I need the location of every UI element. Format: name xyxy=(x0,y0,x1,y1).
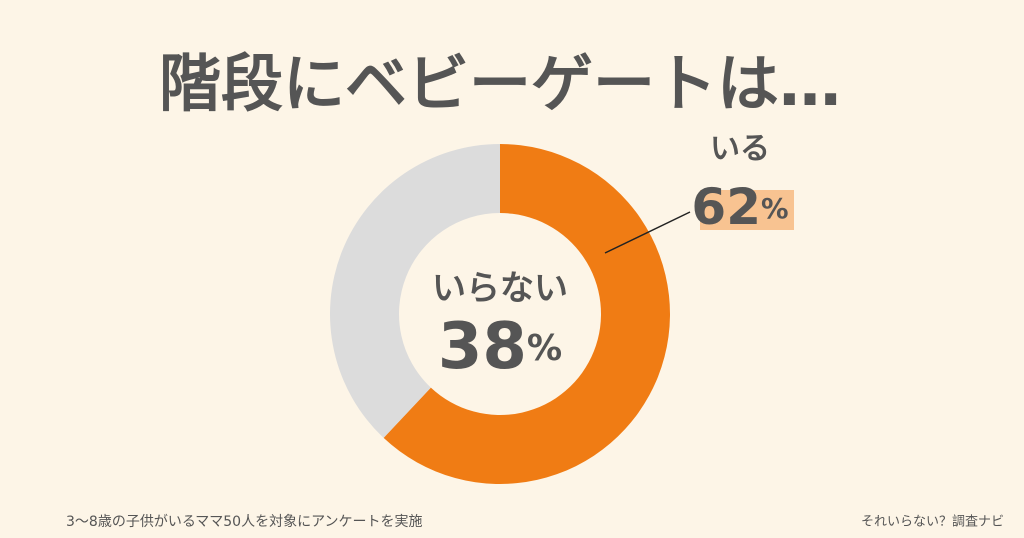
leader-line xyxy=(604,211,691,254)
source: それいらない？調査ナビ xyxy=(861,515,1004,530)
category-label: いる xyxy=(710,132,770,167)
slice xyxy=(383,144,670,484)
value-label: 38% xyxy=(438,310,562,384)
category-label: いらない xyxy=(432,269,568,309)
chart-title: 階段にベビーゲートは… xyxy=(159,47,841,120)
label-highlight xyxy=(700,190,794,230)
note: 3〜8歳の子供がいるママ50人を対象にアンケートを実施 xyxy=(66,514,423,530)
value-label: 62% xyxy=(691,178,788,236)
slice xyxy=(330,143,500,438)
